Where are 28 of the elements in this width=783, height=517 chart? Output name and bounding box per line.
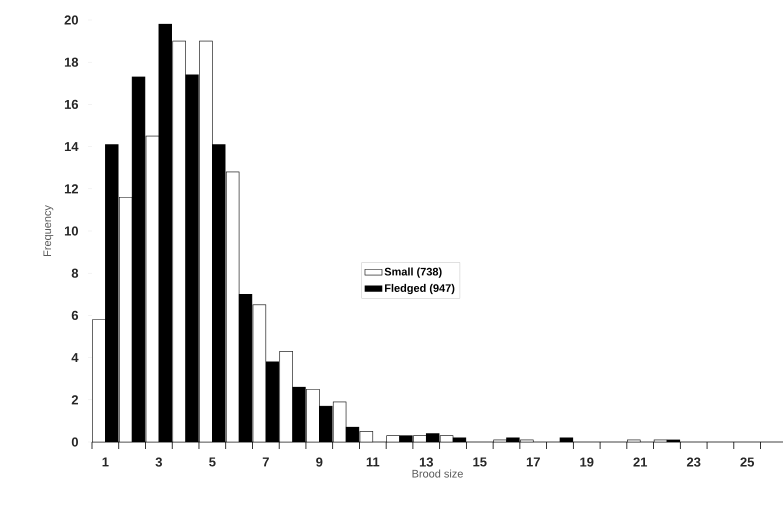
y-tick-label: 4 xyxy=(72,353,78,362)
x-tick-label: 9 xyxy=(316,457,322,467)
y-tick-label: 8 xyxy=(72,268,78,278)
x-tick-label: 5 xyxy=(209,457,216,467)
x-tick-label: 21 xyxy=(633,457,648,467)
y-tick-label: 20 xyxy=(64,15,78,25)
y-tick-label: 18 xyxy=(64,58,78,67)
y-tick-label: 10 xyxy=(64,226,78,236)
x-tick-label: 11 xyxy=(366,457,380,466)
legend-label: Small (738) xyxy=(384,268,442,278)
x-tick-label: 23 xyxy=(686,457,700,467)
x-tick-label: 25 xyxy=(740,457,754,467)
legend-label: Fledged (947) xyxy=(385,284,454,294)
x-tick-label: 3 xyxy=(156,457,162,467)
y-tick-label: 14 xyxy=(64,142,78,152)
x-tick-label: 15 xyxy=(473,457,487,467)
y-tick-label: 16 xyxy=(64,100,78,109)
x-tick-label: 7 xyxy=(262,457,269,466)
y-tick-label: 0 xyxy=(72,437,78,447)
x-tick-label: 17 xyxy=(526,457,540,466)
x-axis-title: Brood size xyxy=(412,470,463,478)
y-tick-label: 6 xyxy=(72,310,78,320)
y-tick-label: 2 xyxy=(72,395,78,404)
x-tick-label: 13 xyxy=(420,457,434,467)
y-axis-title: Frequency xyxy=(43,205,54,256)
y-tick-label: 12 xyxy=(64,184,78,194)
x-tick-label: 1 xyxy=(102,457,109,466)
x-tick-label: 19 xyxy=(580,457,594,467)
